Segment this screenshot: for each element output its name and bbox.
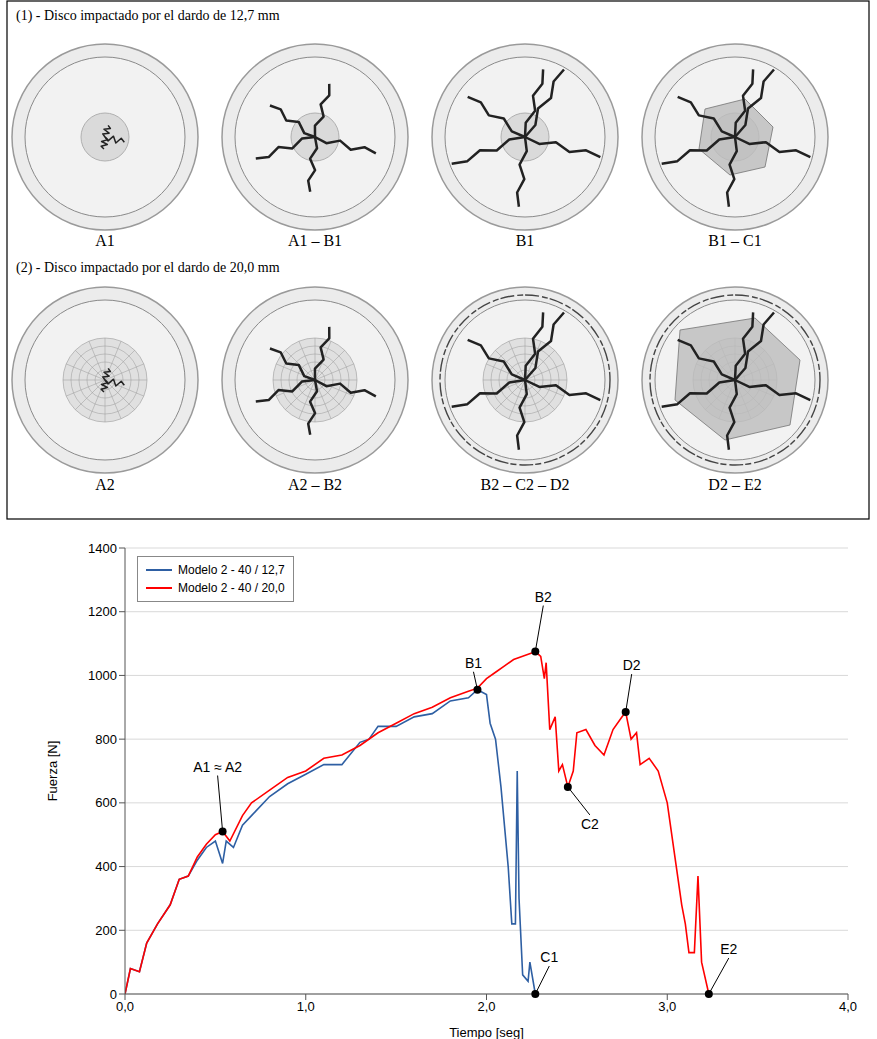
svg-text:Fuerza [N]: Fuerza [N]	[45, 741, 60, 802]
svg-text:A1 – B1: A1 – B1	[288, 232, 342, 249]
svg-text:A1 ≈ A2: A1 ≈ A2	[193, 759, 242, 775]
svg-text:1400: 1400	[88, 541, 117, 556]
svg-text:A2: A2	[95, 476, 115, 493]
svg-text:800: 800	[95, 732, 117, 747]
html-text:Modelo 2 - 40 / 20,0: Modelo 2 - 40 / 20,0	[178, 581, 285, 595]
svg-text:600: 600	[95, 795, 117, 810]
svg-text:3,0: 3,0	[658, 999, 676, 1014]
svg-text:(2) - Disco impactado por el d: (2) - Disco impactado por el dardo de 20…	[16, 260, 280, 276]
svg-text:B1 – C1: B1 – C1	[708, 232, 761, 249]
svg-text:(1) - Disco impactado por el d: (1) - Disco impactado por el dardo de 12…	[16, 8, 280, 24]
svg-text:1200: 1200	[88, 604, 117, 619]
svg-text:B2: B2	[535, 589, 552, 605]
svg-text:200: 200	[95, 923, 117, 938]
svg-text:B2 – C2 – D2: B2 – C2 – D2	[481, 476, 570, 493]
svg-text:E2: E2	[720, 941, 737, 957]
svg-text:0,0: 0,0	[116, 999, 134, 1014]
svg-text:1000: 1000	[88, 668, 117, 683]
svg-text:400: 400	[95, 859, 117, 874]
html-text:Modelo 2 - 40 / 12,7: Modelo 2 - 40 / 12,7	[178, 563, 285, 577]
svg-text:A2 – B2: A2 – B2	[288, 476, 342, 493]
svg-text:2,0: 2,0	[477, 999, 495, 1014]
svg-text:D2: D2	[623, 657, 641, 673]
svg-text:1,0: 1,0	[297, 999, 315, 1014]
svg-text:B1: B1	[516, 232, 535, 249]
svg-text:B1: B1	[465, 655, 482, 671]
svg-text:A1: A1	[95, 232, 115, 249]
svg-text:Tiempo [seg]: Tiempo [seg]	[449, 1025, 524, 1039]
svg-text:C2: C2	[581, 816, 599, 832]
svg-text:D2 – E2: D2 – E2	[708, 476, 761, 493]
svg-text:4,0: 4,0	[839, 999, 857, 1014]
svg-text:0: 0	[110, 987, 117, 1002]
svg-text:C1: C1	[540, 949, 558, 965]
